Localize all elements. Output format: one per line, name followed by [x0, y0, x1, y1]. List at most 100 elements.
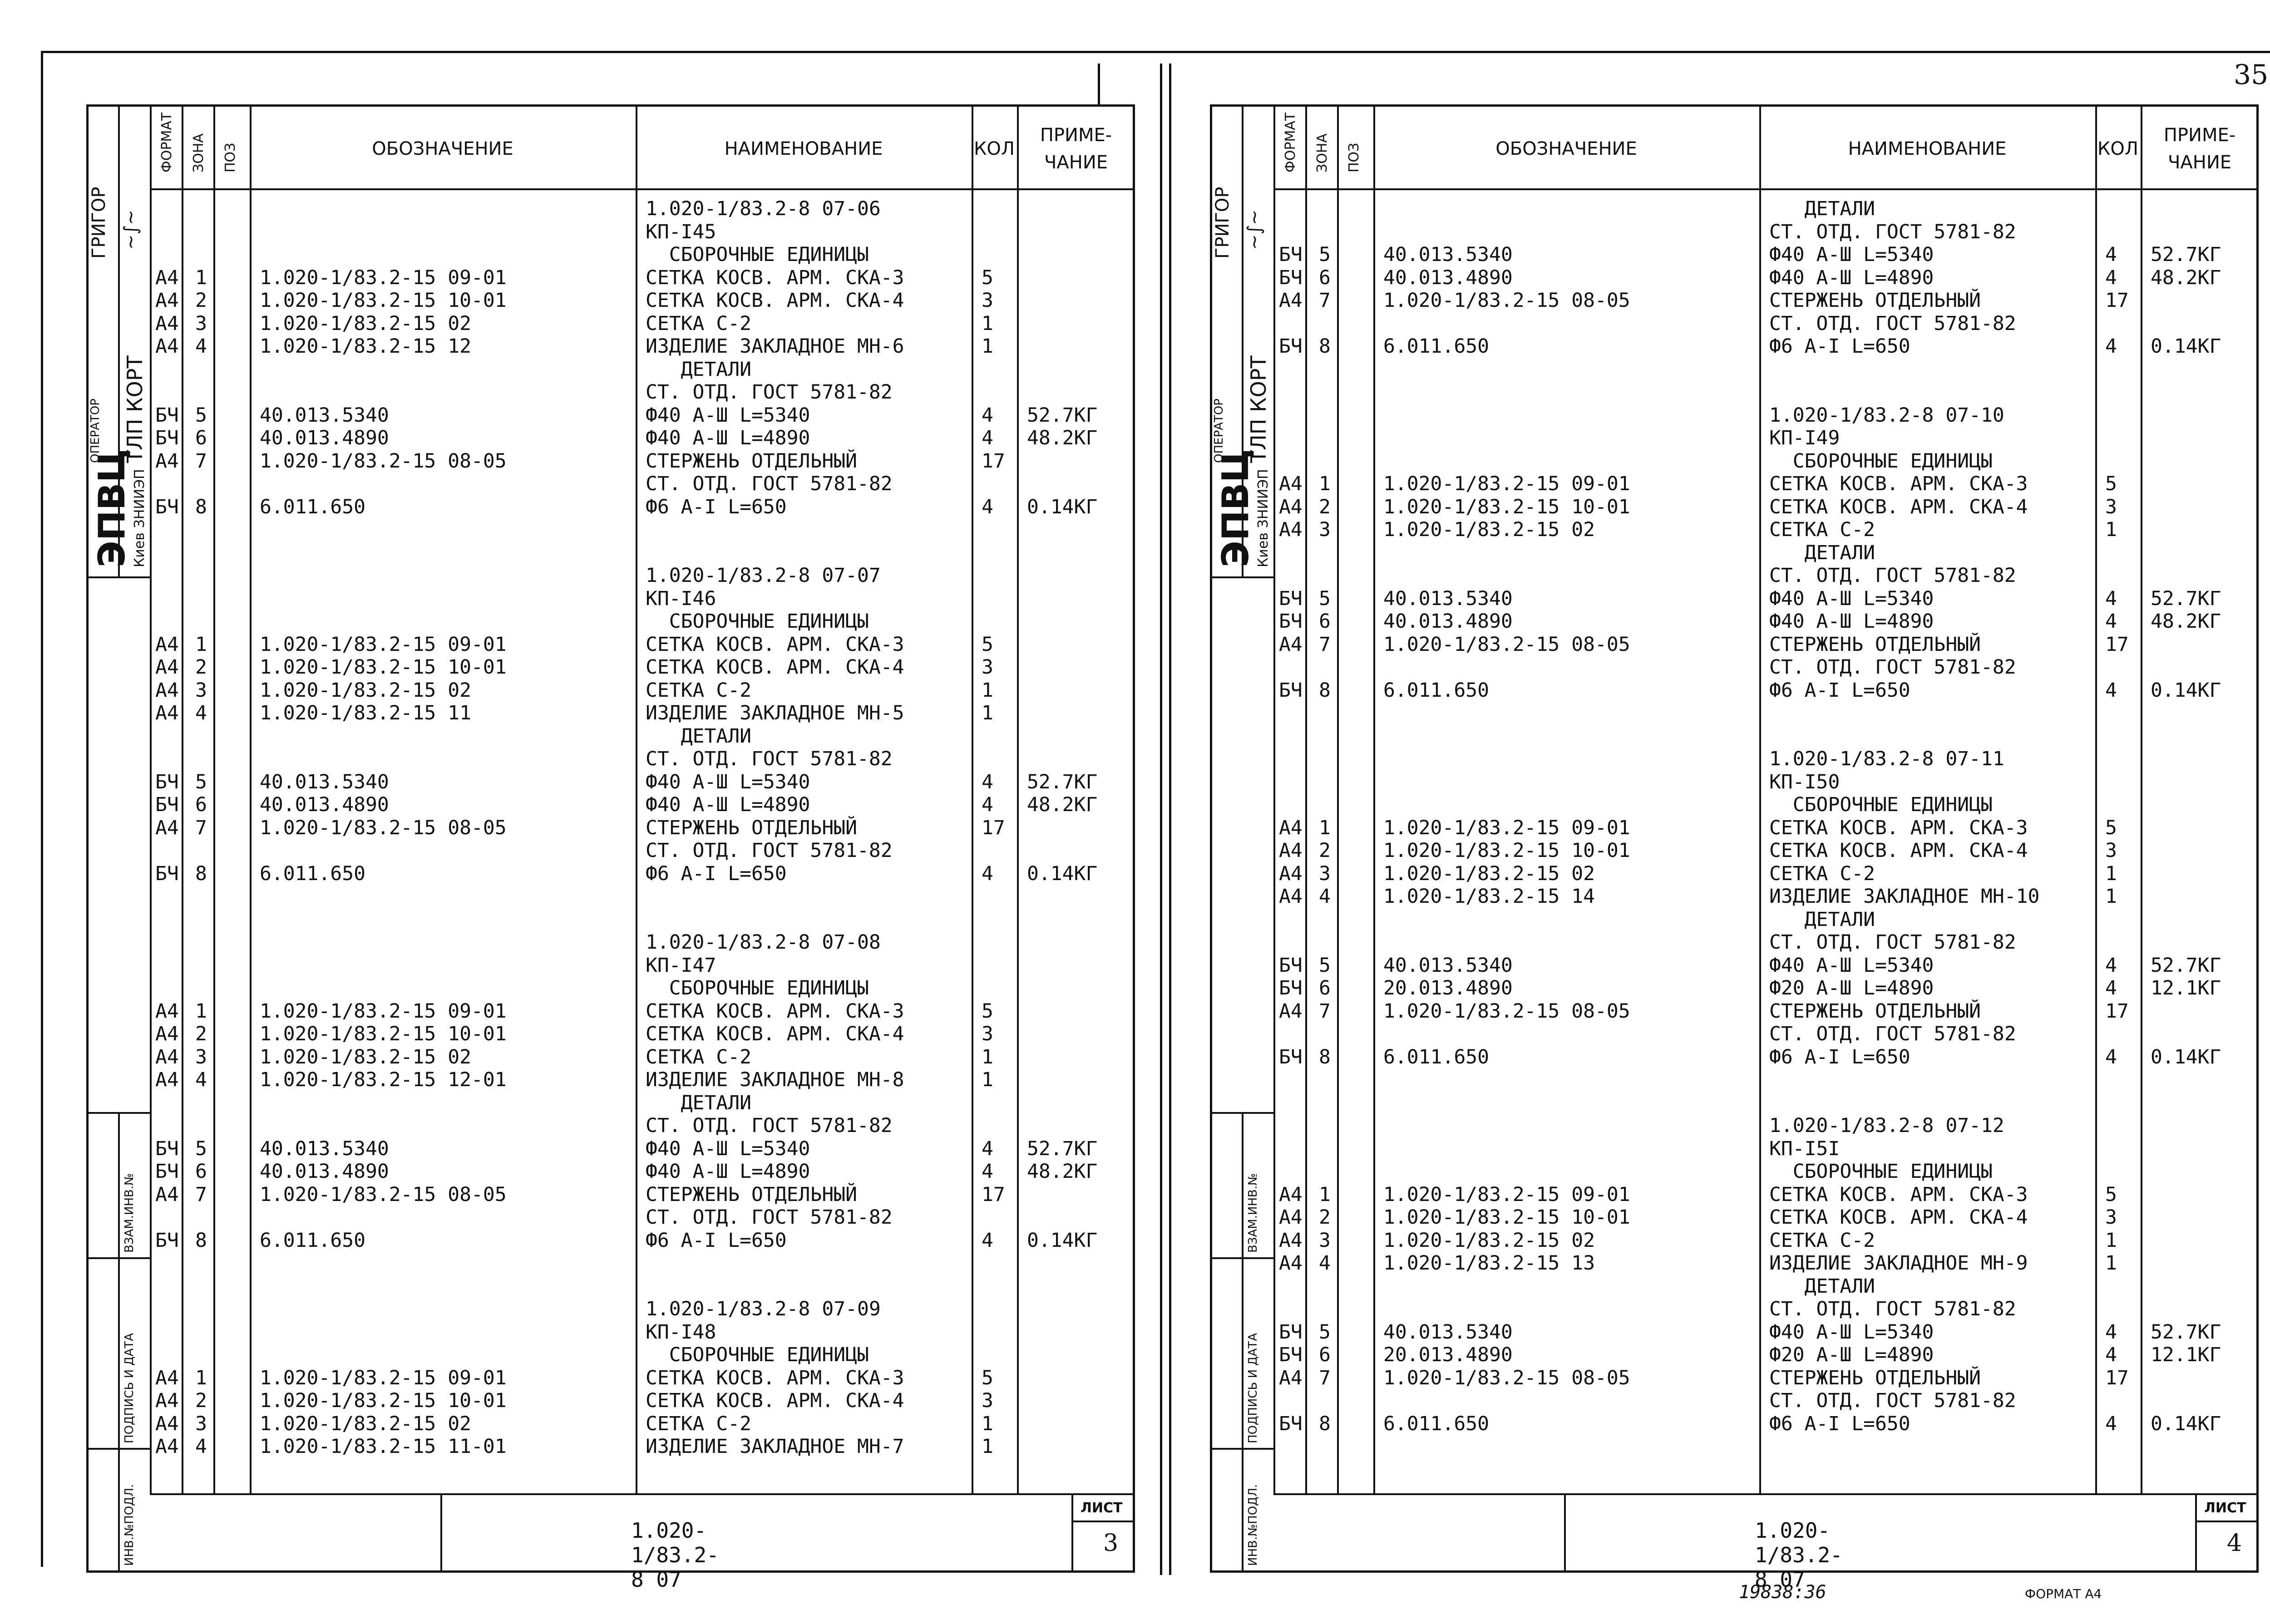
cell-format: БЧ: [155, 793, 179, 816]
cell-designation: 1.020-1/83.2-15 02: [260, 312, 471, 335]
header-name: НАИМЕНОВАНИЕ: [724, 138, 883, 159]
cell-designation: 1.020-1/83.2-15 08-05: [1383, 633, 1630, 656]
cell-designation: 1.020-1/83.2-15 10-01: [260, 656, 507, 679]
cell-designation: 1.020-1/83.2-15 09-01: [1383, 472, 1630, 495]
table-row: 1.020-1/83.2-8 07-09: [86, 1298, 1135, 1321]
table-row: СБОРОЧНЫЕ ЕДИНИЦЫ: [1210, 1160, 2259, 1183]
cell-format: А4: [1279, 862, 1303, 885]
cell-name: КП-I5I: [1769, 1137, 1840, 1160]
cell-qty: 4: [2105, 610, 2117, 633]
cell-qty: 5: [2105, 1183, 2117, 1206]
table-row: БЧ 5 40.013.5340 Ф40 А-Ш L=5340 4 52.7КГ: [86, 1137, 1135, 1161]
table-row: [86, 908, 1135, 931]
table-row: СТ. ОТД. ГОСТ 5781-82: [86, 1114, 1135, 1137]
cell-name: СТ. ОТД. ГОСТ 5781-82: [1769, 564, 2016, 587]
cell-pos: 3: [195, 1412, 207, 1435]
cell-name: СТ. ОТД. ГОСТ 5781-82: [1769, 1023, 2016, 1045]
cell-note: 12.1КГ: [2151, 1343, 2221, 1366]
cell-format: А4: [155, 656, 179, 679]
cell-qty: 1: [982, 1045, 993, 1068]
cell-designation: 40.013.5340: [1383, 954, 1513, 977]
table-row: СТ. ОТД. ГОСТ 5781-82: [86, 381, 1135, 404]
cell-note: 52.7КГ: [2151, 1320, 2221, 1343]
cell-designation: 1.020-1/83.2-15 08-05: [1383, 1366, 1630, 1389]
cell-name: 1.020-1/83.2-8 07-11: [1769, 748, 2004, 770]
table-row: А4 2 1.020-1/83.2-15 10-01 СЕТКА КОСВ. АРМ.…: [86, 1389, 1135, 1412]
cell-qty: 1: [982, 1435, 993, 1458]
cell-qty: 1: [2105, 1252, 2117, 1275]
cell-note: 48.2КГ: [2151, 266, 2221, 289]
cell-qty: 1: [982, 679, 993, 702]
cell-name: Ф40 А-Ш L=4890: [646, 427, 810, 449]
table-row: [86, 1275, 1135, 1298]
header-designation: ОБОЗНАЧЕНИЕ: [1495, 138, 1637, 159]
table-row: БЧ 8 6.011.650 Ф6 А-I L=650 4 0.14КГ: [1210, 1046, 2259, 1069]
cell-format: А4: [155, 1366, 179, 1389]
cell-note: 48.2КГ: [1027, 427, 1098, 449]
cell-name: ИЗДЕЛИЕ ЗАКЛАДНОЕ МН-9: [1769, 1252, 2028, 1275]
cell-designation: 40.013.5340: [1383, 243, 1513, 266]
table-row: А4 4 1.020-1/83.2-15 14 ИЗДЕЛИЕ ЗАКЛАДНОЕ М…: [1210, 885, 2259, 908]
cell-name: ИЗДЕЛИЕ ЗАКЛАДНОЕ МН-7: [646, 1435, 904, 1458]
cell-designation: 1.020-1/83.2-15 10-01: [1383, 495, 1630, 518]
list-label: ЛИСТ: [2204, 1500, 2246, 1516]
cell-name: СБОРОЧНЫЕ ЕДИНИЦЫ: [646, 1343, 869, 1366]
cell-name: ДЕТАЛИ: [646, 1091, 751, 1114]
cell-format: БЧ: [1279, 587, 1303, 610]
table-row: А4 3 1.020-1/83.2-15 02 СЕТКА С-2 1: [1210, 862, 2259, 886]
table-row: А4 3 1.020-1/83.2-15 02 СЕТКА С-2 1: [86, 679, 1135, 702]
cell-note: 52.7КГ: [1027, 404, 1098, 427]
cell-name: Ф40 А-Ш L=5340: [1769, 954, 1934, 977]
table-row: [1210, 358, 2259, 381]
cell-pos: 8: [195, 495, 207, 518]
cell-name: Ф40 А-Ш L=5340: [646, 1137, 810, 1160]
cell-format: БЧ: [155, 770, 179, 793]
cell-designation: 6.011.650: [1383, 1045, 1489, 1068]
cell-note: 52.7КГ: [2151, 243, 2221, 266]
title-block-designation: 1.020-1/83.2-8 07: [1755, 1518, 1843, 1592]
cell-format: А4: [155, 1045, 179, 1068]
cell-format: А4: [155, 1183, 179, 1206]
table-row: А4 3 1.020-1/83.2-15 02 СЕТКА С-2 1: [1210, 518, 2259, 541]
stamp-side-3: ИНВ.№ПОДЛ.: [1246, 1484, 1260, 1566]
cell-qty: 4: [2105, 335, 2117, 358]
table-row: БЧ 6 40.013.4890 Ф40 А-Ш L=4890 4 48.2КГ: [1210, 610, 2259, 633]
header-note-1: ПРИМЕ-: [1040, 125, 1112, 146]
cell-qty: 17: [2105, 633, 2129, 656]
cell-qty: 3: [2105, 495, 2117, 518]
cell-pos: 6: [195, 427, 207, 449]
cell-designation: 40.013.4890: [260, 793, 389, 816]
table-row: [86, 885, 1135, 908]
cell-name: 1.020-1/83.2-8 07-06: [646, 197, 881, 220]
cell-name: СБОРОЧНЫЕ ЕДИНИЦЫ: [1769, 793, 1993, 816]
top-frame-line: [41, 51, 2270, 53]
cell-qty: 3: [2105, 839, 2117, 862]
cell-qty: 1: [2105, 885, 2117, 908]
column-divider: [2141, 104, 2142, 1493]
table-row: ДЕТАЛИ: [86, 725, 1135, 748]
cell-format: А4: [155, 1068, 179, 1091]
cell-name: Ф40 А-Ш L=4890: [646, 793, 810, 816]
table-row: А4 7 1.020-1/83.2-15 08-05 СТЕРЖЕНЬ ОТДЕЛЬН…: [86, 1183, 1135, 1206]
table-row: [86, 541, 1135, 565]
cell-pos: 8: [1319, 1412, 1331, 1435]
table-row: А4 2 1.020-1/83.2-15 10-01 СЕТКА КОСВ. АРМ.…: [86, 289, 1135, 312]
table-row: КП-I5I: [1210, 1137, 2259, 1161]
table-row: А4 3 1.020-1/83.2-15 02 СЕТКА С-2 1: [86, 1046, 1135, 1069]
cell-name: СБОРОЧНЫЕ ЕДИНИЦЫ: [646, 977, 869, 999]
cell-note: 0.14КГ: [2151, 1045, 2221, 1068]
list-number: 3: [1103, 1530, 1119, 1557]
cell-designation: 1.020-1/83.2-15 10-01: [1383, 839, 1630, 862]
cell-pos: 6: [195, 793, 207, 816]
cell-qty: 4: [2105, 977, 2117, 999]
cell-name: ИЗДЕЛИЕ ЗАКЛАДНОЕ МН-10: [1769, 885, 2040, 908]
cell-pos: 7: [1319, 999, 1331, 1023]
title-block-divider: [150, 1493, 1135, 1495]
cell-name: Ф40 А-Ш L=5340: [1769, 243, 1934, 266]
header-zone: ЗОНА: [191, 133, 207, 172]
cell-designation: 40.013.4890: [260, 427, 389, 449]
cell-qty: 3: [2105, 1206, 2117, 1229]
cell-designation: 1.020-1/83.2-15 02: [260, 679, 471, 702]
cell-name: Ф40 А-Ш L=5340: [646, 770, 810, 793]
cell-format: А4: [155, 1435, 179, 1458]
